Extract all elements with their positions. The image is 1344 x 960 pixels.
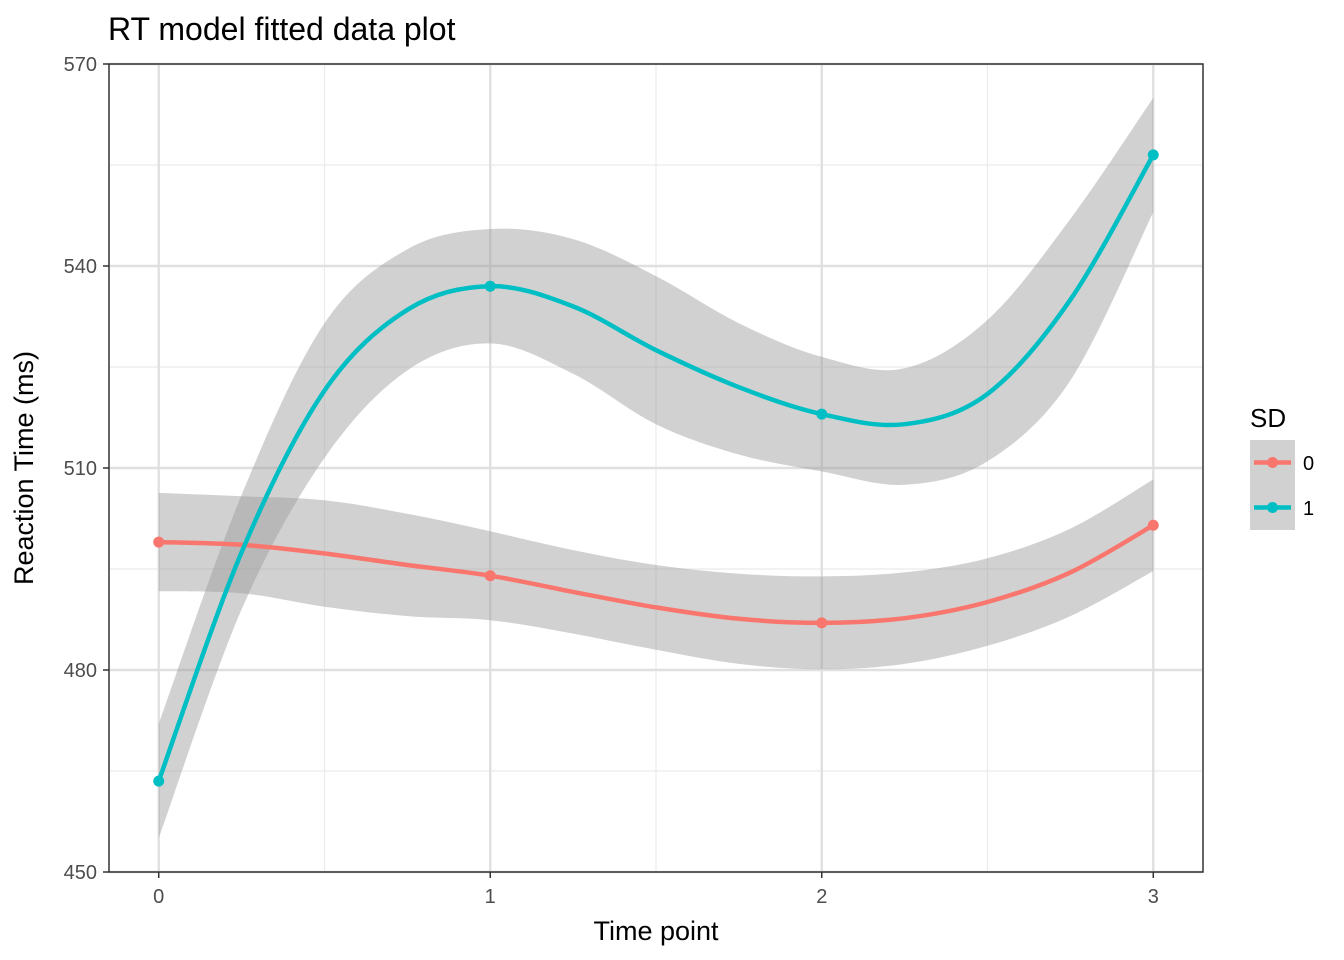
- data-point-1: [816, 408, 828, 420]
- x-tick-label: 3: [1148, 886, 1159, 908]
- y-tick-label: 480: [64, 660, 97, 682]
- data-point-0: [153, 536, 165, 548]
- data-point-0: [816, 617, 828, 629]
- confidence-band-0: [158, 479, 1154, 670]
- legend-label-0: 0: [1303, 453, 1314, 475]
- data-point-1: [484, 280, 496, 292]
- x-tick-label: 2: [816, 886, 827, 908]
- series-line-0: [156, 522, 1156, 626]
- data-point-1: [1147, 149, 1159, 161]
- x-axis-title: Time point: [593, 916, 719, 946]
- legend-label-1: 1: [1303, 498, 1314, 520]
- data-point-1: [153, 775, 165, 787]
- legend: SD 0 1: [1250, 403, 1314, 530]
- data-point-0: [1147, 519, 1159, 531]
- y-tick-label: 450: [64, 862, 97, 884]
- legend-title: SD: [1250, 403, 1286, 433]
- plot-panel: [108, 62, 1204, 874]
- confidence-band-1: [158, 97, 1154, 839]
- axis-ticks: 450 480 510 540 570 0 1 2 3: [64, 54, 1159, 908]
- y-axis-title: Reaction Time (ms): [9, 351, 39, 585]
- data-point-0: [484, 570, 496, 582]
- x-tick-label: 0: [153, 886, 164, 908]
- y-tick-label: 510: [64, 458, 97, 480]
- y-tick-label: 540: [64, 256, 97, 278]
- chart-title: RT model fitted data plot: [108, 11, 456, 47]
- legend-point-1: [1267, 502, 1278, 513]
- y-tick-label: 570: [64, 54, 97, 76]
- legend-point-0: [1267, 457, 1278, 468]
- x-tick-label: 1: [485, 886, 496, 908]
- series-line-1: [156, 152, 1156, 784]
